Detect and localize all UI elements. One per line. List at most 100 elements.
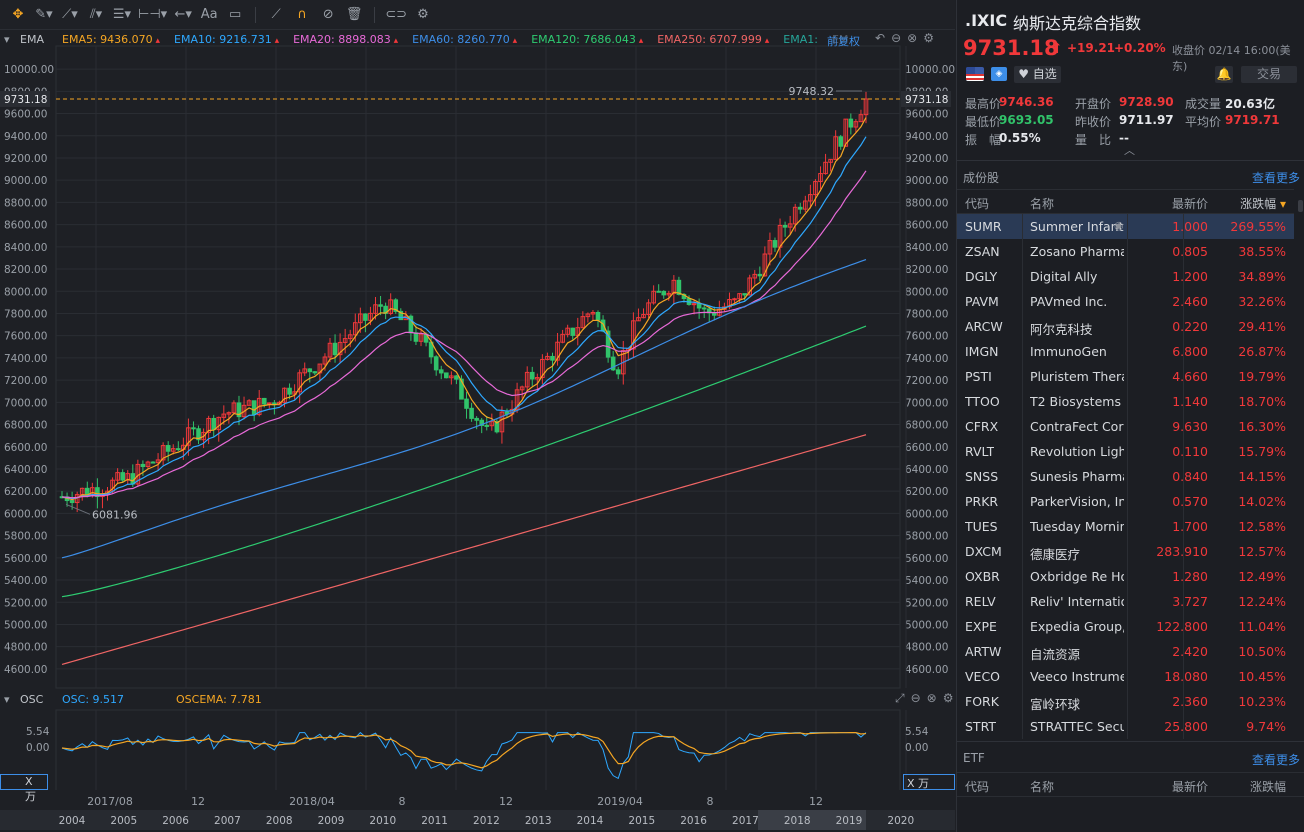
candle[interactable] <box>201 431 206 441</box>
candle[interactable] <box>388 299 393 314</box>
candle[interactable] <box>474 417 479 421</box>
link-icon[interactable]: ⊂⊃ <box>385 7 407 22</box>
channel-tool-icon[interactable]: ⫽▾ <box>89 7 103 22</box>
minus-icon[interactable]: ⊖ <box>891 31 902 45</box>
constituent-row[interactable]: TTOO T2 Biosystems 1.140 18.70% <box>957 389 1294 414</box>
constituent-row[interactable]: DGLY Digital Ally 1.200 34.89% <box>957 264 1294 289</box>
candle[interactable] <box>337 341 343 356</box>
candle[interactable] <box>241 404 247 418</box>
candle[interactable] <box>555 341 560 361</box>
candle[interactable] <box>302 368 308 374</box>
candle[interactable] <box>818 173 823 183</box>
header-code[interactable]: 代码 <box>965 197 990 211</box>
constituent-row[interactable]: PSTI Pluristem Therap 4.660 19.79% <box>957 364 1294 389</box>
candle[interactable] <box>145 461 151 468</box>
candle[interactable] <box>459 378 464 400</box>
close-icon[interactable]: ⊗ <box>907 31 918 45</box>
constituent-row[interactable]: ZSAN Zosano Pharma 0.805 38.55% <box>957 239 1294 264</box>
candle[interactable] <box>322 356 328 365</box>
constituents-more-link[interactable]: 查看更多 <box>1252 171 1301 185</box>
candle[interactable] <box>231 402 237 414</box>
year-scroller-window[interactable] <box>758 810 866 830</box>
candle[interactable] <box>732 298 737 301</box>
bell-icon[interactable]: 🔔 <box>1215 66 1233 83</box>
candle[interactable] <box>196 428 201 441</box>
header-pct[interactable]: 涨跌幅 ▾ <box>1240 195 1286 212</box>
trade-button[interactable]: 交易 <box>1241 66 1297 83</box>
candle[interactable] <box>469 407 474 419</box>
candle[interactable] <box>206 417 211 433</box>
candle[interactable] <box>155 459 161 464</box>
candle[interactable] <box>843 118 849 147</box>
candle[interactable] <box>646 302 651 316</box>
candle[interactable] <box>327 342 333 358</box>
candle[interactable] <box>160 445 166 461</box>
constituent-row[interactable]: ARCW 阿尔克科技 0.220 29.41% <box>957 314 1294 339</box>
undo-icon[interactable]: ↶ <box>875 31 886 45</box>
adjust-toggle[interactable]: 前复权 <box>827 35 860 48</box>
candle[interactable] <box>484 424 490 427</box>
candle[interactable] <box>454 375 459 380</box>
candle[interactable] <box>828 158 833 163</box>
candle[interactable] <box>550 355 555 361</box>
constituent-row[interactable]: RVLT Revolution Lighti 0.110 15.79% <box>957 439 1294 464</box>
etf-header-pct[interactable]: 涨跌幅 <box>1249 780 1286 794</box>
osc-unit-left[interactable]: X 万 <box>0 774 48 803</box>
constituent-row[interactable]: TUES Tuesday Morning 1.700 12.58% <box>957 514 1294 539</box>
expand-icon[interactable]: ⤢ <box>895 691 905 705</box>
candle[interactable] <box>125 473 131 481</box>
candle[interactable] <box>489 421 495 427</box>
candle[interactable] <box>858 114 864 123</box>
candle[interactable] <box>803 200 808 210</box>
candle[interactable] <box>464 398 469 409</box>
hide-icon[interactable]: ⊘ <box>322 7 334 22</box>
candle[interactable] <box>545 355 550 360</box>
candle[interactable] <box>186 427 191 446</box>
candle[interactable] <box>393 299 399 312</box>
tag-icon[interactable]: ◈ <box>991 67 1007 81</box>
main-chart[interactable]: 10000.0010000.009800.009800.009600.00960… <box>0 30 955 832</box>
candle[interactable] <box>570 327 576 336</box>
candle[interactable] <box>535 377 540 380</box>
constituent-row[interactable]: IMGN ImmunoGen 6.800 26.87% <box>957 339 1294 364</box>
candle[interactable] <box>418 333 424 342</box>
candle[interactable] <box>651 290 656 304</box>
candle[interactable] <box>449 375 454 379</box>
candle[interactable] <box>772 240 778 248</box>
candle[interactable] <box>666 292 672 296</box>
constituent-row[interactable]: STRT STRATTEC Secu 25.800 9.74% <box>957 714 1294 739</box>
candle[interactable] <box>787 223 793 228</box>
comment-icon[interactable]: ▭ <box>229 7 242 22</box>
fib-tool-icon[interactable]: ☰▾ <box>112 7 132 22</box>
candle[interactable] <box>352 322 358 336</box>
text-tool-icon[interactable]: Aa <box>200 7 218 22</box>
constituent-row[interactable]: CFRX ContraFect Corp 9.630 16.30% <box>957 414 1294 439</box>
settings-icon[interactable]: ⚙ <box>417 7 429 22</box>
ema-legend-item[interactable]: EMA60: 8260.770 ▴ <box>412 33 517 46</box>
candle[interactable] <box>444 372 449 379</box>
candle[interactable] <box>216 416 222 431</box>
candle[interactable] <box>176 448 181 451</box>
candle[interactable] <box>433 356 439 371</box>
candle[interactable] <box>373 304 378 314</box>
candle[interactable] <box>342 338 348 343</box>
ema-legend-item[interactable]: EMA120: 7686.043 ▴ <box>531 33 643 46</box>
candle[interactable] <box>221 413 227 418</box>
ema-legend-item[interactable]: EMA5: 9436.070 ▴ <box>62 33 160 46</box>
candle[interactable] <box>863 98 869 116</box>
candle[interactable] <box>595 311 601 321</box>
candle[interactable] <box>540 358 545 379</box>
candle[interactable] <box>524 371 530 388</box>
constituent-row[interactable]: SUMR Summer Infant 1.000 269.55% ◉ <box>957 214 1294 239</box>
candle[interactable] <box>838 136 844 147</box>
osc-label[interactable]: OSC <box>20 693 44 706</box>
candle[interactable] <box>307 368 313 373</box>
close-icon[interactable]: ⊗ <box>926 691 937 705</box>
candle[interactable] <box>747 277 752 296</box>
list-scrollbar[interactable] <box>1296 200 1304 740</box>
candle[interactable] <box>590 311 596 315</box>
crosshair-icon[interactable]: ✥ <box>12 7 24 22</box>
arrow-tool-icon[interactable]: ←▾ <box>174 7 192 22</box>
constituent-row[interactable]: EXPE Expedia Group, 122.800 11.04% <box>957 614 1294 639</box>
candle[interactable] <box>251 400 257 416</box>
